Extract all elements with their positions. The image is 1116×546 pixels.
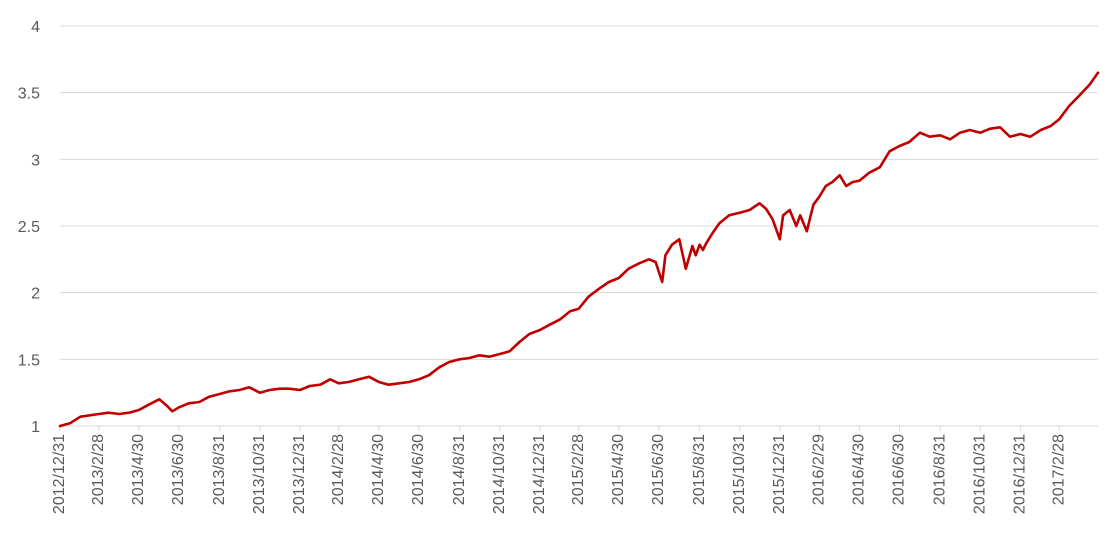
x-tick-label: 2013/4/30 [130, 434, 147, 505]
x-tick-label: 2016/4/30 [851, 434, 868, 505]
x-tick-label: 2017/2/28 [1050, 434, 1067, 505]
x-tick-label: 2013/10/31 [251, 434, 268, 514]
x-tick-label: 2014/10/31 [491, 434, 508, 514]
series-group [58, 71, 1100, 428]
x-tick-label: 2013/8/31 [211, 434, 228, 505]
y-tick-label: 2 [31, 286, 40, 303]
y-tick-label: 4 [31, 19, 40, 36]
x-tick-label: 2016/10/31 [972, 434, 989, 514]
x-tick-label: 2015/2/28 [570, 434, 587, 505]
y-tick-label: 1.5 [18, 352, 40, 369]
x-tick-label: 2016/8/31 [931, 434, 948, 505]
gridlines [60, 25, 1098, 360]
x-tick-label: 2015/10/31 [731, 434, 748, 514]
y-tick-label: 3 [31, 152, 40, 169]
y-tick-label: 3.5 [18, 86, 40, 103]
series-line [58, 71, 1100, 428]
x-tick-label: 2015/12/31 [771, 434, 788, 514]
x-tick-label: 2016/6/30 [891, 434, 908, 505]
x-tick-label: 2016/2/29 [810, 434, 827, 505]
x-tick-label: 2015/4/30 [610, 434, 627, 505]
y-tick-label: 1 [31, 419, 40, 436]
x-tick-label: 2015/6/30 [650, 434, 667, 505]
x-tick-label: 2014/6/30 [410, 434, 427, 505]
x-tick-label: 2014/12/31 [531, 434, 548, 514]
x-axis [59, 425, 1098, 431]
x-axis-tick-labels: 2012/12/31 2013/2/28 2013/4/30 2013/6/30 201… [51, 434, 1067, 514]
x-tick-label: 2014/2/28 [330, 434, 347, 505]
x-tick-label: 2012/12/31 [51, 434, 68, 514]
x-tick-label: 2013/6/30 [170, 434, 187, 505]
x-tick-label: 2016/12/31 [1012, 434, 1029, 514]
x-tick-label: 2013/12/31 [291, 434, 308, 514]
x-tick-label: 2013/2/28 [90, 434, 107, 505]
y-tick-label: 2.5 [18, 219, 40, 236]
y-axis-tick-labels: 1 1.5 2 2.5 3 3.5 4 [18, 19, 40, 436]
x-tick-label: 2014/8/31 [451, 434, 468, 505]
x-tick-label: 2015/8/31 [691, 434, 708, 505]
x-tick-label: 2014/4/30 [370, 434, 387, 505]
